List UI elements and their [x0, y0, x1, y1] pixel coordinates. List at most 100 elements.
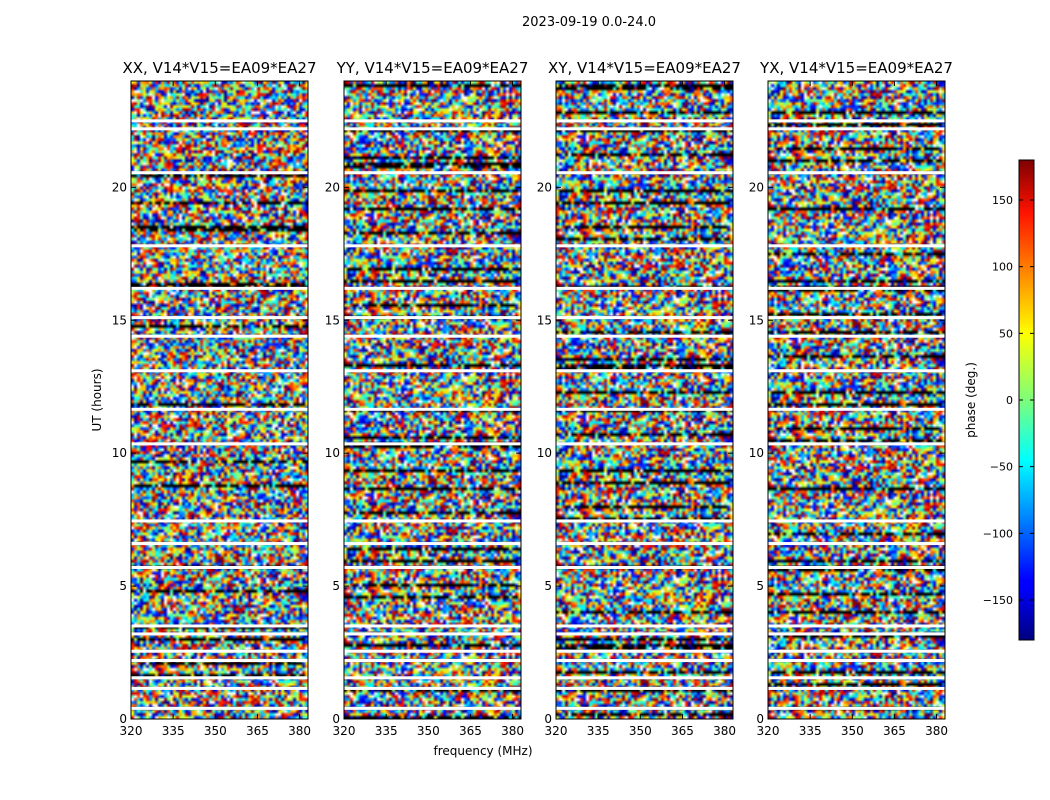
flagged-row [344, 659, 521, 663]
flagged-row [768, 442, 945, 446]
y-tick-label: 15 [749, 313, 764, 327]
axes-frame [555, 80, 734, 720]
flagged-row [768, 286, 945, 290]
flagged-row [131, 119, 308, 123]
flagged-row [768, 632, 945, 636]
x-axis-label: frequency (MHz) [433, 744, 532, 758]
flagged-row [131, 369, 308, 373]
flagged-row [131, 624, 308, 628]
y-tick-label: 0 [119, 712, 127, 726]
y-tick-label: 15 [325, 313, 340, 327]
flagged-row [768, 706, 945, 710]
flagged-row [556, 542, 733, 546]
y-tick-label: 20 [537, 180, 552, 194]
flagged-row [344, 632, 521, 636]
flagged-row [556, 442, 733, 446]
panel-title: XY, V14*V15=EA09*EA27 [548, 59, 741, 77]
x-tick-label: 350 [629, 724, 652, 738]
flagged-row [131, 542, 308, 546]
axes-frame [343, 80, 522, 720]
flagged-row [768, 676, 945, 680]
flagged-row [131, 286, 308, 290]
y-axis-label: UT (hours) [90, 368, 104, 431]
flagged-row [344, 127, 521, 131]
flagged-row [768, 244, 945, 248]
flagged-row [131, 632, 308, 636]
x-tick-label: 365 [459, 724, 482, 738]
y-tick-label: 0 [544, 712, 552, 726]
flagged-row [556, 676, 733, 680]
flagged-row [344, 244, 521, 248]
colorbar-tick-label: −150 [983, 594, 1013, 607]
x-tick-label: 350 [417, 724, 440, 738]
y-tick-label: 5 [332, 579, 340, 593]
flagged-row [556, 624, 733, 628]
phase-heatmap [131, 81, 308, 719]
flagged-row [556, 659, 733, 663]
colorbar-label: phase (deg.) [964, 362, 978, 438]
x-tick-label: 365 [883, 724, 906, 738]
panel-1: XX, V14*V15=EA09*EA27 320 335 350 365 380 0 5 10… [112, 59, 317, 738]
panel-2: YY, V14*V15=EA09*EA27 320 335 350 365 380 0 5 10… [325, 59, 529, 738]
panel-title: YX, V14*V15=EA09*EA27 [759, 59, 953, 77]
colorbar-tick-label: 50 [999, 327, 1013, 340]
colorbar: 150 100 50 0 −50 −100 −150 phase (deg.) [964, 159, 1035, 641]
y-tick-label: 20 [325, 180, 340, 194]
flagged-row [768, 519, 945, 523]
flagged-row [768, 119, 945, 123]
flagged-row [131, 676, 308, 680]
y-tick-label: 10 [749, 446, 764, 460]
x-tick-label: 320 [545, 724, 568, 738]
flagged-row [131, 244, 308, 248]
x-tick-label: 380 [925, 724, 948, 738]
axes-frame [130, 80, 309, 720]
flagged-row [768, 624, 945, 628]
x-tick-label: 335 [162, 724, 185, 738]
flagged-row [556, 244, 733, 248]
flagged-row [344, 706, 521, 710]
x-tick-label: 365 [246, 724, 269, 738]
flagged-row [768, 127, 945, 131]
flagged-row [131, 407, 308, 411]
x-tick-label: 320 [120, 724, 143, 738]
flagged-row [344, 316, 521, 320]
flagged-row [131, 565, 308, 569]
y-tick-label: 20 [112, 180, 127, 194]
flagged-row [344, 686, 521, 690]
flagged-row [131, 334, 308, 338]
colorbar-tick-label: 0 [1006, 394, 1013, 407]
flagged-row [131, 649, 308, 653]
x-tick-label: 335 [799, 724, 822, 738]
flagged-row [556, 369, 733, 373]
y-tick-label: 15 [537, 313, 552, 327]
flagged-row [556, 171, 733, 175]
colorbar-tick-label: 150 [992, 194, 1013, 207]
x-tick-label: 380 [288, 724, 311, 738]
phase-heatmap [344, 81, 521, 719]
flagged-row [131, 659, 308, 663]
y-tick-label: 0 [332, 712, 340, 726]
flagged-row [344, 442, 521, 446]
flagged-row [344, 649, 521, 653]
flagged-row [131, 127, 308, 131]
flagged-row [344, 119, 521, 123]
flagged-row [131, 316, 308, 320]
x-tick-label: 350 [841, 724, 864, 738]
x-tick-label: 320 [757, 724, 780, 738]
y-tick-label: 15 [112, 313, 127, 327]
flagged-row [768, 542, 945, 546]
phase-heatmap [768, 81, 945, 719]
axes-frame [767, 80, 946, 720]
flagged-row [768, 407, 945, 411]
colorbar-tick-label: −50 [990, 461, 1013, 474]
flagged-row [556, 632, 733, 636]
flagged-row [768, 171, 945, 175]
flagged-row [131, 171, 308, 175]
panel-title: XX, V14*V15=EA09*EA27 [122, 59, 316, 77]
flagged-row [768, 369, 945, 373]
x-tick-label: 335 [375, 724, 398, 738]
flagged-row [344, 369, 521, 373]
colorbar-tick-label: −100 [983, 527, 1013, 540]
flagged-row [344, 565, 521, 569]
